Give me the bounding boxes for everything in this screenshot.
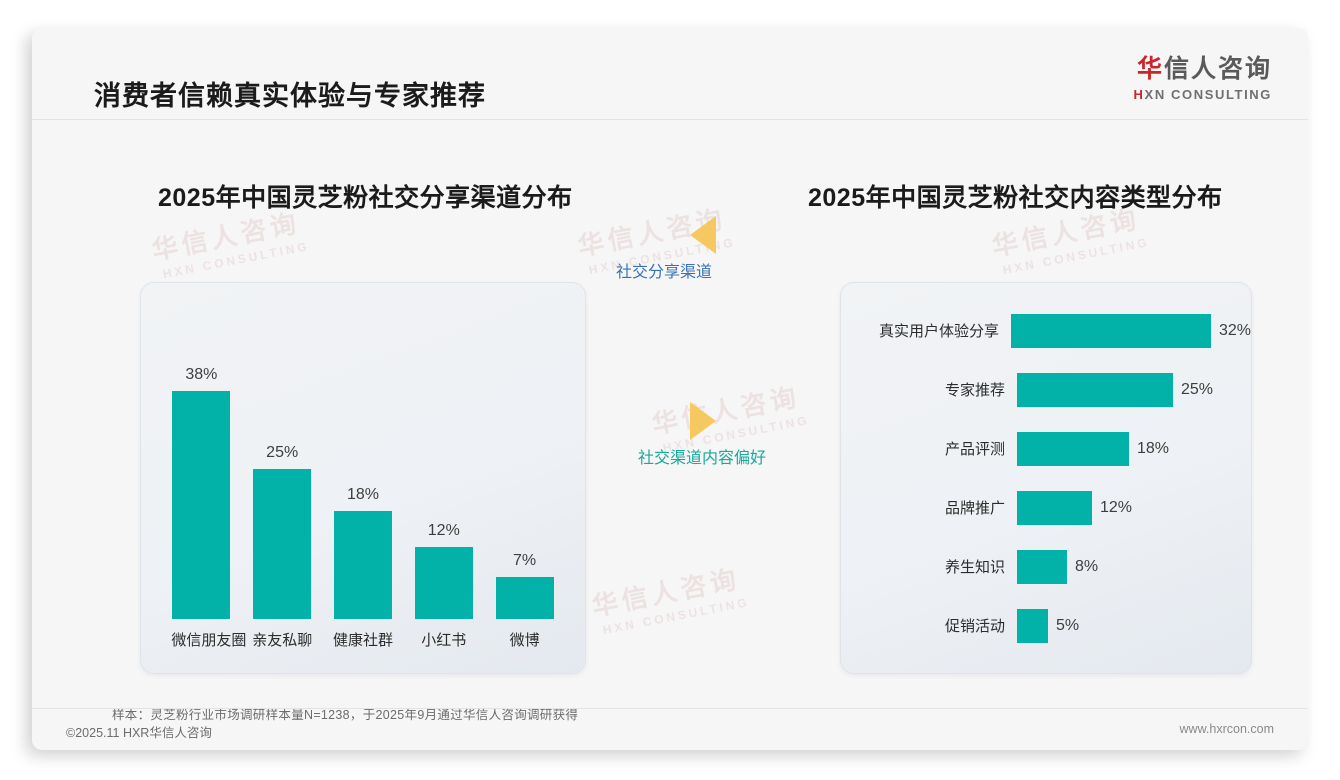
bar (1017, 549, 1067, 584)
bar (1017, 490, 1092, 525)
bar-category-label: 微信朋友圈 (171, 632, 247, 649)
bar-value-label: 5% (1056, 616, 1080, 634)
bar (414, 547, 473, 619)
logo-en-accent: H (1133, 86, 1145, 102)
bar-category-label: 促销活动 (944, 618, 1005, 635)
chart-card-right: 真实用户体验分享 32% 专家推荐 25% 产品评测 18% 品牌推广 12% 养生知识 8% 促销… (840, 282, 1252, 674)
bar-value-label: 25% (1181, 380, 1214, 398)
triangle-left-icon (690, 216, 716, 254)
bar (172, 391, 231, 619)
bar-category-label: 微博 (509, 632, 540, 649)
connector-bottom-label: 社交渠道内容偏好 (638, 450, 767, 467)
slide-footer: ©2025.11 HXR华信人咨询 www.hxrcon.com (32, 708, 1308, 750)
connector-top-label: 社交分享渠道 (616, 264, 713, 281)
bar-category-label: 产品评测 (944, 441, 1005, 458)
vertical-bar-category-axis: 微信朋友圈 亲友私聊 健康社群 小红书 微博 (161, 629, 565, 655)
bar (253, 469, 312, 619)
page-title: 消费者信赖真实体验与专家推荐 (94, 81, 486, 111)
sample-note: 样本：灵芝粉行业市场调研样本量N=1238，于2025年9月通过华信人咨询调研获… (112, 708, 579, 722)
bar (1010, 313, 1211, 348)
logo-en-rest: XN CONSULTING (1144, 86, 1272, 102)
vertical-bar-group: 18% (333, 305, 393, 619)
bar-category-label: 专家推荐 (944, 382, 1005, 399)
bar-value-label: 18% (1137, 439, 1170, 457)
bar-value-label: 38% (185, 366, 218, 383)
bar (1017, 372, 1173, 407)
bar-category-label: 真实用户体验分享 (878, 323, 999, 340)
bar-value-label: 12% (1100, 498, 1133, 516)
horizontal-bar-chart: 真实用户体验分享 32% 专家推荐 25% 产品评测 18% 品牌推广 12% 养生知识 8% 促销… (841, 301, 1251, 655)
vertical-bar-group: 25% (252, 305, 312, 619)
horizontal-bar-row: 专家推荐 25% (841, 372, 1251, 408)
bar-category-label: 养生知识 (944, 559, 1005, 576)
slide-body: 华信人咨询 HXN CONSULTING 华信人咨询 HXN CONSULTING … (32, 120, 1308, 680)
bar (1017, 431, 1129, 466)
bar (1017, 608, 1048, 643)
logo-chinese: 华信人咨询 (1134, 55, 1272, 84)
bar-category-label: 品牌推广 (944, 500, 1005, 517)
bar-value-label: 12% (427, 522, 460, 539)
bar-value-label: 7% (513, 552, 537, 569)
bar-category-label: 健康社群 (332, 632, 393, 649)
copyright-text: ©2025.11 HXR华信人咨询 (66, 726, 212, 740)
horizontal-bar-row: 养生知识 8% (841, 549, 1251, 585)
bar-category-label: 小红书 (421, 632, 467, 649)
logo-accent-char: 华 (1136, 55, 1164, 83)
website-link[interactable]: www.hxrcon.com (1179, 722, 1274, 736)
bar-value-label: 18% (346, 486, 379, 503)
connector-social-share-channel: 社交分享渠道 (608, 216, 840, 282)
bar-value-label: 25% (266, 444, 299, 461)
vertical-bar-group: 38% (171, 305, 231, 619)
bar (333, 511, 392, 619)
chart-card-left: 38% 25% 18% 12% 7% 微信朋友圈 亲友私聊 健康社群 小红书 微博 (140, 282, 586, 674)
bar-value-label: 32% (1218, 321, 1251, 339)
logo-chinese-rest: 信人咨询 (1163, 55, 1272, 83)
horizontal-bar-row: 促销活动 5% (841, 608, 1251, 644)
logo-english: HXN CONSULTING (1134, 87, 1272, 102)
vertical-bar-group: 12% (414, 305, 474, 619)
horizontal-bar-row: 品牌推广 12% (841, 490, 1251, 526)
brand-logo: 华信人咨询 HXN CONSULTING (1134, 55, 1272, 102)
bar-category-label: 亲友私聊 (252, 632, 313, 649)
chart-title-right: 2025年中国灵芝粉社交内容类型分布 (808, 184, 1223, 212)
triangle-right-icon (690, 402, 716, 440)
vertical-bar-chart: 38% 25% 18% 12% 7% (161, 305, 565, 619)
vertical-bar-group: 7% (495, 305, 555, 619)
horizontal-bar-row: 产品评测 18% (841, 431, 1251, 467)
bar (495, 577, 554, 619)
connector-content-preference: 社交渠道内容偏好 (608, 402, 840, 468)
slide-header: 消费者信赖真实体验与专家推荐 华信人咨询 HXN CONSULTING (32, 28, 1308, 120)
slide: 消费者信赖真实体验与专家推荐 华信人咨询 HXN CONSULTING 华信人咨… (32, 28, 1308, 750)
chart-title-left: 2025年中国灵芝粉社交分享渠道分布 (158, 184, 573, 212)
bar-value-label: 8% (1075, 557, 1099, 575)
horizontal-bar-row: 真实用户体验分享 32% (841, 313, 1251, 349)
